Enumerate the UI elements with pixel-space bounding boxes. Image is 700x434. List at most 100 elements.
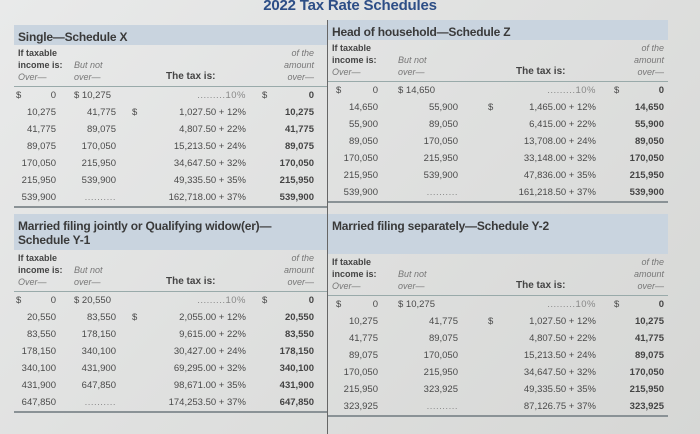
cell-amount-over: 89,050 <box>634 136 664 147</box>
cell-over: 340,100 <box>21 363 56 374</box>
cell-tax: .........10% <box>547 299 596 310</box>
cell-tax: 47,836.00 + 35% <box>523 170 596 181</box>
header-amount-over: over— <box>637 281 664 291</box>
cell-amount-over: 41,775 <box>284 124 314 135</box>
table-row: 170,050 215,950 33,148.00 + 32% 170,050 <box>328 150 668 167</box>
cell-but-not-over: .......... <box>426 187 458 198</box>
tax-dollar-sign: $ <box>132 312 138 323</box>
table-row: 215,950 539,900 49,335.50 + 35% 215,950 <box>14 172 327 189</box>
cell-amount-over: 10,275 <box>634 316 664 327</box>
cell-tax: 49,335.50 + 35% <box>173 175 246 186</box>
cell-tax: 33,148.00 + 32% <box>523 153 596 164</box>
cell-but-not-over: 215,950 <box>81 158 116 169</box>
cell-over: 41,775 <box>348 333 378 344</box>
column-headers: If taxable income is: Over— But not over… <box>328 40 668 82</box>
table-row: 340,100 431,900 69,295.00 + 32% 340,100 <box>14 360 327 377</box>
schedule-title-line2: Schedule Y-1 <box>18 233 91 247</box>
cell-tax: 4,807.50 + 22% <box>179 124 246 135</box>
table-row: $0 $ 20,550 .........10% $0 <box>14 292 327 309</box>
header-if-taxable: If taxable <box>18 253 58 263</box>
cell-amount-over: 14,650 <box>634 102 664 113</box>
cell-tax: 15,213.50 + 24% <box>523 350 596 361</box>
cell-but-not-over: 340,100 <box>81 346 116 357</box>
cell-amount-over: 431,900 <box>279 380 314 391</box>
cell-tax: 34,647.50 + 32% <box>523 367 596 378</box>
schedule-title: Married filing jointly or Qualifying wid… <box>14 214 327 250</box>
cell-amount-over: 170,050 <box>629 153 664 164</box>
table-row: 170,050 215,950 34,647.50 + 32% 170,050 <box>328 364 668 381</box>
schedule-title-line1: Married filing separately—Schedule Y-2 <box>332 219 549 233</box>
table-row: $0 $ 10,275 .........10% $0 <box>14 87 327 104</box>
cell-but-not-over: .......... <box>426 401 458 412</box>
cell-over: 20,550 <box>26 312 56 323</box>
cell-over: 55,900 <box>348 119 378 130</box>
table-row: 20,550 83,550 $2,055.00 + 12% 20,550 <box>14 309 327 326</box>
cell-but-not-over: 89,075 <box>428 333 458 344</box>
cell-tax: 1,027.50 + 12% <box>179 107 246 118</box>
cell-over: 170,050 <box>21 158 56 169</box>
header-over: Over— <box>332 67 361 77</box>
header-but-not: But not <box>398 269 427 279</box>
cell-but-not-over: 431,900 <box>81 363 116 374</box>
header-of-the: of the <box>641 43 664 53</box>
cell-but-not-over: 539,900 <box>81 175 116 186</box>
cell-but-not-over: 178,150 <box>81 329 116 340</box>
header-if-taxable: If taxable <box>18 48 58 58</box>
header-amount-over: over— <box>287 72 314 82</box>
cell-amount-over: 89,075 <box>634 350 664 361</box>
cell-amount-over: 539,900 <box>279 192 314 203</box>
bottom-rule <box>14 206 327 208</box>
table-row: 10,275 41,775 $1,027.50 + 12% 10,275 <box>328 313 668 330</box>
cell-amount-over: 170,050 <box>279 158 314 169</box>
cell-but-not-over: 323,925 <box>423 384 458 395</box>
header-income-is: income is: <box>332 55 377 65</box>
header-amount: amount <box>283 265 314 275</box>
amount-dollar-sign: $ <box>614 85 620 96</box>
header-amount: amount <box>633 269 664 279</box>
cell-tax: 15,213.50 + 24% <box>173 141 246 152</box>
cell-amount-over: 215,950 <box>629 170 664 181</box>
cell-amount-over: 647,850 <box>279 397 314 408</box>
cell-amount-over: 539,900 <box>629 187 664 198</box>
cell-but-not-over: 41,775 <box>428 316 458 327</box>
schedule-rows: $0 $ 10,275 .........10% $0 10,275 41,775 $1,0… <box>328 296 668 415</box>
cell-but-not-over: .......... <box>84 397 116 408</box>
cell-over: 89,050 <box>348 136 378 147</box>
cell-over: 0 <box>372 299 378 310</box>
cell-tax: 2,055.00 + 12% <box>179 312 246 323</box>
cell-over: 10,275 <box>348 316 378 327</box>
cell-but-not-over: 215,950 <box>423 367 458 378</box>
schedule-title-line1: Head of household—Schedule Z <box>332 25 511 39</box>
cell-amount-over: 83,550 <box>284 329 314 340</box>
header-income-is: income is: <box>332 269 377 279</box>
header-over: Over— <box>18 72 47 82</box>
cell-but-not-over: 89,075 <box>86 124 116 135</box>
column-headers: If taxable income is: Over— But not over… <box>328 254 668 296</box>
cell-but-not-over: .......... <box>84 192 116 203</box>
cell-but-not-over: $ 10,275 <box>398 299 435 310</box>
bottom-rule <box>328 415 668 417</box>
cell-but-not-over: 83,550 <box>86 312 116 323</box>
cell-but-not-over: 55,900 <box>428 102 458 113</box>
cell-amount-over: 0 <box>308 90 314 101</box>
table-row: 41,775 89,075 4,807.50 + 22% 41,775 <box>328 330 668 347</box>
cell-but-not-over: $ 14,650 <box>398 85 435 96</box>
table-row: 215,950 539,900 47,836.00 + 35% 215,950 <box>328 167 668 184</box>
cell-but-not-over: 41,775 <box>86 107 116 118</box>
amount-dollar-sign: $ <box>262 90 268 101</box>
cell-over: 41,775 <box>26 124 56 135</box>
cell-tax: 30,427.00 + 24% <box>173 346 246 357</box>
cell-tax: 13,708.00 + 24% <box>523 136 596 147</box>
header-amount-over: over— <box>287 277 314 287</box>
cell-amount-over: 323,925 <box>629 401 664 412</box>
cell-but-not-over: 647,850 <box>81 380 116 391</box>
cell-over: 0 <box>50 90 56 101</box>
cell-amount-over: 10,275 <box>284 107 314 118</box>
tax-dollar-sign: $ <box>132 107 138 118</box>
table-row: 89,050 170,050 13,708.00 + 24% 89,050 <box>328 133 668 150</box>
cell-over: 170,050 <box>343 367 378 378</box>
table-row: 10,275 41,775 $1,027.50 + 12% 10,275 <box>14 104 327 121</box>
cell-amount-over: 89,075 <box>284 141 314 152</box>
cell-over: 0 <box>372 85 378 96</box>
header-of-the: of the <box>291 48 314 58</box>
